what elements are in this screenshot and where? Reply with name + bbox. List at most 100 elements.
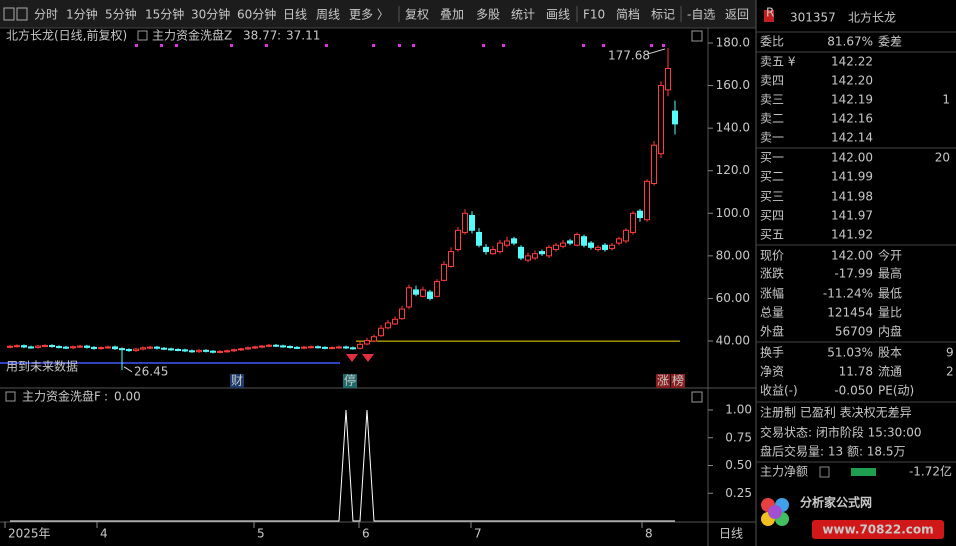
signal-dot xyxy=(662,44,665,47)
candle-body xyxy=(469,214,475,231)
y-tick-label: 80.00 xyxy=(716,248,750,262)
toolbar-item[interactable]: 60分钟 xyxy=(237,7,276,22)
book-label: 买一 xyxy=(760,151,784,165)
toolbar-item[interactable]: -自选 xyxy=(687,8,715,22)
toolbar-item[interactable]: 叠加 xyxy=(440,8,464,22)
toolbar-item[interactable]: 周线 xyxy=(316,8,340,22)
chart-title: 北方长龙(日线,前复权) xyxy=(6,28,127,43)
candle-body xyxy=(336,346,342,349)
note: 榜 xyxy=(672,373,684,388)
book-price: 142.22 xyxy=(831,55,873,69)
candle-body xyxy=(119,348,125,351)
candle-body xyxy=(343,346,349,349)
signal-dot xyxy=(602,44,605,47)
badge xyxy=(764,10,774,22)
stat-label: 换手 xyxy=(760,346,784,360)
book-price: 141.99 xyxy=(831,170,873,184)
toolbar-item[interactable]: 统计 xyxy=(511,8,535,22)
candle-body xyxy=(616,238,622,244)
stat-value: -17.99 xyxy=(834,267,873,281)
candle-body xyxy=(644,180,650,221)
candle-body xyxy=(553,244,559,250)
candle-body xyxy=(602,244,608,250)
book-label: 卖二 xyxy=(760,112,784,126)
stat-value: -0.050 xyxy=(834,384,873,398)
candle-body xyxy=(49,344,55,348)
indicator-colon: : xyxy=(104,390,108,404)
toolbar-item[interactable]: 简档 xyxy=(616,8,640,22)
signal-dot xyxy=(398,44,401,47)
label: 委差 xyxy=(878,35,902,49)
signal-dot xyxy=(160,44,163,47)
book-label: 买三 xyxy=(760,190,784,204)
toolbar-item[interactable]: 更多 〉 xyxy=(349,8,389,22)
indicator-readout: 0.00 xyxy=(114,390,141,404)
candle-body xyxy=(14,345,20,348)
toolbar-item[interactable]: 分时 xyxy=(34,8,58,22)
signal-dot xyxy=(650,44,653,47)
candle-body xyxy=(504,240,510,246)
pane-icon[interactable] xyxy=(691,30,703,42)
y-tick-label: 140.0 xyxy=(716,121,750,135)
indicator-value: 38.77 xyxy=(243,29,277,43)
candle-body xyxy=(245,347,251,350)
stat-label: 今开 xyxy=(878,248,902,263)
indicator-sep: : xyxy=(277,29,281,43)
watermark-url-bg xyxy=(812,520,944,539)
y-tick-label: 120.0 xyxy=(716,163,750,177)
book-price: 141.92 xyxy=(831,228,873,242)
candle-body xyxy=(105,346,111,349)
stat-label: 最高 xyxy=(878,266,902,281)
label: 委比 xyxy=(760,35,784,49)
toolbar-item[interactable]: 30分钟 xyxy=(191,7,230,22)
toolbar-item[interactable]: 5分钟 xyxy=(105,7,137,22)
toolbar-item[interactable]: 日线 xyxy=(283,8,307,22)
y-tick-label: 0.25 xyxy=(725,486,752,500)
candle-body xyxy=(210,350,216,353)
book-price: 142.14 xyxy=(831,131,873,145)
candle-body xyxy=(574,234,580,246)
toolbar-item[interactable]: 多股 xyxy=(476,8,500,22)
badge-text: R xyxy=(766,6,774,20)
candle-body xyxy=(665,68,671,91)
toolbar-item[interactable]: 1分钟 xyxy=(66,7,98,22)
toolbar-item[interactable]: 复权 xyxy=(405,8,429,22)
toolbar-item[interactable]: F10 xyxy=(583,8,605,22)
candle-body xyxy=(413,289,419,295)
indicator-icon xyxy=(5,391,16,402)
candle-body xyxy=(588,242,594,248)
candle-body xyxy=(637,210,643,219)
pane-icon[interactable] xyxy=(691,391,703,403)
toolbar-icon[interactable] xyxy=(16,7,28,21)
signal-dot xyxy=(582,44,585,47)
candle-body xyxy=(371,336,377,342)
toolbar-item[interactable]: 标记 xyxy=(651,8,675,22)
toolbar-item[interactable]: 返回 xyxy=(725,8,749,22)
book-label: 卖一 xyxy=(760,131,784,145)
candle-body xyxy=(434,280,440,297)
candle-body xyxy=(273,344,279,347)
toolbar-item[interactable]: 15分钟 xyxy=(145,7,184,22)
stat-label: 流通 xyxy=(878,365,902,379)
candle-body xyxy=(280,345,286,348)
toolbar-item[interactable]: 画线 xyxy=(546,8,570,22)
candle-body xyxy=(497,242,503,253)
book-label: 买二 xyxy=(760,170,784,184)
high-label: 177.68 xyxy=(608,48,650,62)
candle-body xyxy=(357,343,363,349)
candle-body xyxy=(441,263,447,281)
candle-body xyxy=(112,346,118,350)
candle-body xyxy=(301,346,307,349)
signal-dot xyxy=(502,44,505,47)
candle-body xyxy=(399,308,405,320)
candle-body xyxy=(203,349,209,352)
book-price: 142.20 xyxy=(831,74,873,88)
candle-body xyxy=(91,346,97,349)
stat-label: 外盘 xyxy=(760,324,784,339)
stat-label: 最低 xyxy=(878,287,902,301)
candle-body xyxy=(476,231,482,246)
candle-body xyxy=(238,348,244,351)
toolbar-icon[interactable] xyxy=(3,7,15,21)
stat-label: 量比 xyxy=(878,306,902,320)
